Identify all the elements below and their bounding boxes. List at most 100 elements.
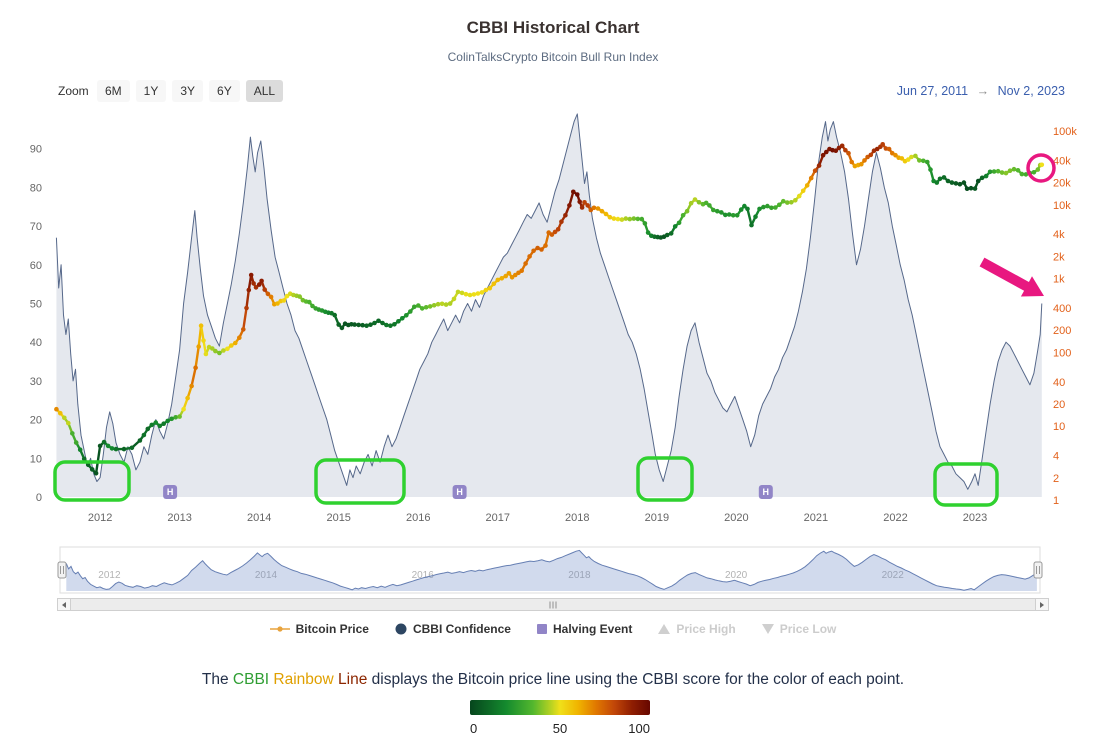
- scrollbar-thumb[interactable]: [71, 599, 1035, 610]
- market-bottom-box: [314, 458, 406, 505]
- zoom-button-all[interactable]: ALL: [245, 80, 284, 102]
- cbbi-score-color-scale: [470, 700, 650, 715]
- cbbi-confidence-line: [55, 113, 1043, 490]
- range-end-date[interactable]: Nov 2, 2023: [997, 84, 1065, 98]
- scale-label-50: 50: [552, 721, 568, 736]
- halving-event-legend-icon: [536, 624, 547, 634]
- legend-item-halving-event[interactable]: Halving Event: [536, 622, 633, 636]
- svg-text:2015: 2015: [326, 512, 350, 524]
- svg-text:2023: 2023: [963, 512, 987, 524]
- svg-text:90: 90: [30, 144, 42, 156]
- legend-item-price-high[interactable]: Price High: [658, 622, 736, 636]
- range-arrow-icon: →: [976, 84, 990, 98]
- svg-text:10: 10: [1053, 421, 1065, 433]
- svg-text:0: 0: [36, 492, 42, 504]
- svg-text:2022: 2022: [883, 512, 907, 524]
- zoom-button-6y[interactable]: 6Y: [209, 80, 240, 102]
- navigator-line: [65, 549, 1038, 591]
- svg-text:H: H: [456, 487, 463, 497]
- navigator-area[interactable]: [66, 550, 1037, 591]
- svg-text:2016: 2016: [412, 570, 435, 581]
- svg-text:4: 4: [1053, 451, 1059, 463]
- zoom-button-6m[interactable]: 6M: [97, 80, 130, 102]
- svg-text:20: 20: [30, 415, 42, 427]
- color-scale-labels: 0 50 100: [470, 721, 650, 737]
- halving-marker: [163, 485, 178, 499]
- svg-text:2014: 2014: [255, 570, 278, 581]
- legend-item-bitcoin-price[interactable]: Bitcoin Price: [269, 622, 369, 636]
- svg-text:2018: 2018: [568, 570, 591, 581]
- svg-text:70: 70: [30, 221, 42, 233]
- svg-text:2017: 2017: [486, 512, 510, 524]
- svg-text:2012: 2012: [88, 512, 112, 524]
- svg-text:1: 1: [1053, 495, 1059, 507]
- description-segment: displays the Bitcoin price line using th…: [367, 671, 905, 688]
- range-start-date[interactable]: Jun 27, 2011: [896, 84, 969, 98]
- svg-text:2016: 2016: [406, 512, 430, 524]
- legend: Bitcoin Price CBBI Confidence Halving Ev…: [0, 622, 1106, 636]
- zoom-buttons: 6M 1Y 3Y 6Y ALL: [97, 80, 284, 102]
- legend-item-cbbi-confidence[interactable]: CBBI Confidence: [395, 622, 511, 636]
- left-arrow-icon: [62, 601, 66, 608]
- zoom-button-1y[interactable]: 1Y: [135, 80, 167, 102]
- scrollbar-track[interactable]: [71, 598, 1035, 611]
- svg-text:60: 60: [30, 260, 42, 272]
- svg-text:2021: 2021: [804, 512, 828, 524]
- date-range: Jun 27, 2011 → Nov 2, 2023: [897, 84, 1065, 98]
- legend-label-bitcoin-price: Bitcoin Price: [295, 622, 369, 636]
- svg-text:2018: 2018: [565, 512, 589, 524]
- legend-label-price-high: Price High: [676, 622, 736, 636]
- scrollbar-grip-icon: [549, 601, 557, 608]
- confidence-axis-labels: 0 10 20 30 40 50 60 70 80 90: [30, 144, 42, 504]
- svg-text:2k: 2k: [1053, 251, 1065, 263]
- range-toolbar: Zoom 6M 1Y 3Y 6Y ALL Jun 27, 2011 → Nov …: [0, 80, 1106, 102]
- svg-text:2012: 2012: [98, 570, 121, 581]
- description-segment: CBBI: [232, 671, 270, 688]
- main-chart[interactable]: 2012 2013 2014 2015 2016 2017 2018 2019 2020 2021…: [0, 100, 1106, 540]
- svg-text:10k: 10k: [1053, 200, 1071, 212]
- navigator-scrollbar[interactable]: [57, 598, 1049, 611]
- legend-item-price-low[interactable]: Price Low: [761, 622, 836, 636]
- svg-text:20: 20: [1053, 399, 1065, 411]
- market-bottom-box: [933, 462, 999, 507]
- navigator-handle-right[interactable]: [1033, 561, 1043, 579]
- svg-text:2: 2: [1053, 473, 1059, 485]
- page-subtitle: ColinTalksCrypto Bitcoin Bull Run Index: [447, 50, 659, 64]
- svg-text:50: 50: [30, 299, 42, 311]
- description-segment: The: [201, 671, 233, 688]
- scroll-right-button[interactable]: [1035, 598, 1049, 611]
- bitcoin-price-rainbow-line: [54, 142, 1045, 476]
- svg-text:100k: 100k: [1053, 126, 1077, 138]
- svg-text:40: 40: [30, 337, 42, 349]
- scale-label-0: 0: [470, 721, 478, 736]
- price-high-legend-icon: [658, 624, 671, 634]
- scroll-left-button[interactable]: [57, 598, 71, 611]
- svg-text:1k: 1k: [1053, 274, 1065, 286]
- bitcoin-price-legend-icon: [269, 626, 290, 632]
- svg-text:20k: 20k: [1053, 178, 1071, 190]
- page-title: CBBI Historical Chart: [466, 18, 640, 37]
- scale-label-100: 100: [628, 721, 650, 736]
- svg-text:40k: 40k: [1053, 155, 1071, 167]
- right-arrow-icon: [1040, 601, 1044, 608]
- highlight-arrow-icon: [979, 257, 1044, 297]
- legend-label-halving-event: Halving Event: [552, 622, 633, 636]
- cbbi-confidence-legend-icon: [395, 623, 407, 635]
- navigator[interactable]: 2012 2014 2016 2018 2020 2022: [0, 545, 1106, 597]
- navigator-handle-left[interactable]: [57, 561, 67, 579]
- x-axis-labels: 2012 2013 2014 2015 2016 2017 2018 2019 2020 2021…: [88, 512, 987, 524]
- svg-text:2020: 2020: [724, 512, 748, 524]
- zoom-button-3y[interactable]: 3Y: [172, 80, 204, 102]
- svg-text:2013: 2013: [167, 512, 191, 524]
- market-bottom-box: [636, 456, 694, 502]
- svg-text:2022: 2022: [882, 570, 905, 581]
- navigator-year-labels: 2012 2014 2016 2018 2020 2022: [98, 570, 904, 581]
- zoom-label: Zoom: [58, 84, 89, 98]
- description-segment: Rainbow: [269, 671, 334, 688]
- svg-text:2020: 2020: [725, 570, 748, 581]
- legend-label-cbbi-confidence: CBBI Confidence: [412, 622, 511, 636]
- svg-text:4k: 4k: [1053, 229, 1065, 241]
- price-low-legend-icon: [761, 624, 774, 634]
